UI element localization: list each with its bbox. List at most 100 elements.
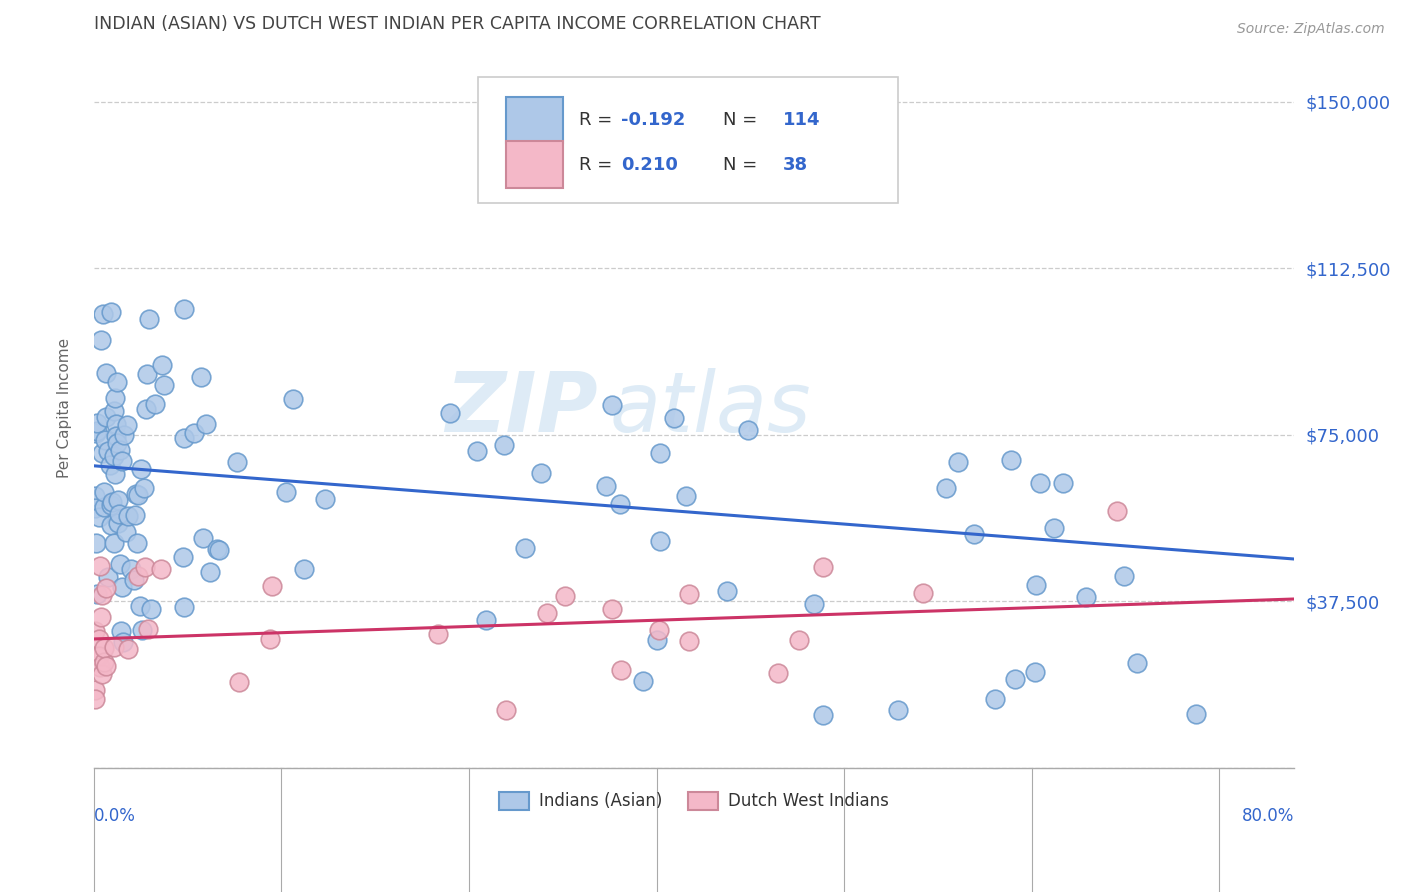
Point xyxy=(112,428,135,442)
Point xyxy=(648,446,671,460)
Point xyxy=(111,635,134,649)
Point xyxy=(131,462,153,476)
Point xyxy=(648,534,671,549)
Point xyxy=(90,333,112,347)
Point xyxy=(105,417,128,432)
Point xyxy=(125,487,148,501)
Point xyxy=(208,543,231,558)
Point xyxy=(117,417,139,432)
Text: 114: 114 xyxy=(783,112,820,129)
Point xyxy=(150,562,173,576)
Point xyxy=(131,623,153,637)
Point xyxy=(1126,657,1149,671)
Point xyxy=(530,466,553,480)
Point xyxy=(86,425,108,439)
Point xyxy=(103,640,125,654)
Point xyxy=(600,399,623,413)
Point xyxy=(803,597,825,611)
Point xyxy=(93,655,115,669)
Point xyxy=(737,423,759,437)
Point xyxy=(1029,476,1052,491)
Point xyxy=(135,401,157,416)
Point xyxy=(127,568,149,582)
Text: 80.0%: 80.0% xyxy=(1241,807,1295,825)
Point xyxy=(105,435,128,450)
Point xyxy=(103,449,125,463)
Point xyxy=(205,542,228,557)
Text: 0.210: 0.210 xyxy=(621,156,678,174)
Point xyxy=(811,560,834,574)
Point xyxy=(191,531,214,545)
Point xyxy=(84,683,107,698)
Point xyxy=(84,624,107,638)
Point xyxy=(84,425,107,440)
Point xyxy=(117,509,139,524)
Point xyxy=(1052,476,1074,491)
Point xyxy=(103,467,125,482)
Point xyxy=(195,417,218,432)
Point xyxy=(869,139,891,153)
Point xyxy=(602,602,624,616)
Text: INDIAN (ASIAN) VS DUTCH WEST INDIAN PER CAPITA INCOME CORRELATION CHART: INDIAN (ASIAN) VS DUTCH WEST INDIAN PER … xyxy=(94,15,820,33)
Point xyxy=(768,665,790,680)
Text: atlas: atlas xyxy=(610,368,811,449)
Text: -0.192: -0.192 xyxy=(621,112,685,129)
Point xyxy=(495,703,517,717)
Point xyxy=(91,589,114,603)
Point xyxy=(811,708,834,723)
Point xyxy=(935,481,957,495)
Point xyxy=(107,516,129,530)
Point xyxy=(100,305,122,319)
Point xyxy=(172,549,194,564)
Point xyxy=(98,458,121,473)
Point xyxy=(225,455,247,469)
Text: ZIP: ZIP xyxy=(446,368,598,449)
Point xyxy=(153,378,176,392)
Point xyxy=(117,641,139,656)
Point xyxy=(183,425,205,440)
Point xyxy=(292,562,315,576)
Point xyxy=(134,481,156,495)
Point xyxy=(276,484,298,499)
Point xyxy=(314,491,336,506)
Point xyxy=(87,509,110,524)
Point xyxy=(150,358,173,372)
Point xyxy=(125,536,148,550)
Point xyxy=(104,392,127,406)
Point xyxy=(787,632,810,647)
Point xyxy=(89,558,111,573)
Point xyxy=(127,488,149,502)
Point xyxy=(114,524,136,539)
Point xyxy=(105,376,128,390)
Point xyxy=(610,663,633,677)
Point xyxy=(1025,578,1047,592)
Point xyxy=(97,569,120,583)
Point xyxy=(1004,672,1026,686)
Point xyxy=(108,442,131,457)
Point xyxy=(91,307,114,321)
Point xyxy=(89,660,111,674)
Text: 0.0%: 0.0% xyxy=(94,807,135,825)
Point xyxy=(87,632,110,646)
Point xyxy=(664,411,686,425)
Point xyxy=(91,667,114,681)
Point xyxy=(262,579,284,593)
Text: N =: N = xyxy=(723,112,763,129)
Point xyxy=(259,632,281,646)
Point xyxy=(675,489,697,503)
Point xyxy=(100,495,122,509)
Point xyxy=(94,581,117,595)
Point xyxy=(465,444,488,458)
Point xyxy=(110,453,132,467)
Point xyxy=(173,431,195,445)
Point xyxy=(87,649,110,664)
Point xyxy=(475,613,498,627)
Point xyxy=(90,610,112,624)
Point xyxy=(200,565,222,579)
Point xyxy=(138,311,160,326)
Point xyxy=(86,649,108,664)
Point xyxy=(94,434,117,448)
Point xyxy=(91,445,114,459)
Point xyxy=(84,489,107,503)
Text: 38: 38 xyxy=(783,156,808,174)
